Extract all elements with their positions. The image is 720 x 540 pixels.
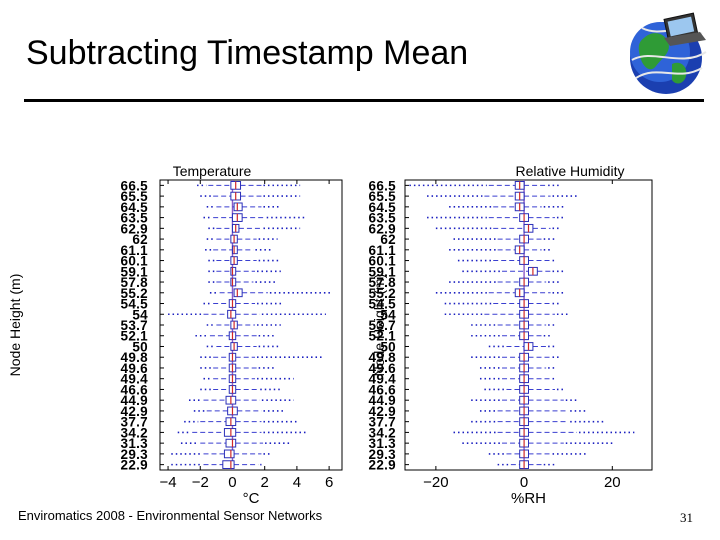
title-divider: [24, 99, 704, 102]
chart-title: Temperature: [173, 163, 252, 179]
y-tick-label: 64.5: [369, 200, 397, 215]
y-tick-label: 42.9: [121, 404, 148, 419]
x-tick-label: −2: [192, 474, 209, 491]
y-tick-label: 61.1: [369, 243, 397, 258]
y-tick-label: 60.1: [121, 254, 149, 269]
y-tick-label: 53.7: [121, 318, 148, 333]
box: [223, 428, 237, 437]
box: [225, 438, 237, 448]
x-axis-label: °C: [243, 490, 260, 507]
y-tick-label: 54: [380, 307, 396, 322]
x-tick-label: 0: [228, 474, 236, 491]
y-tick-label: 44.9: [121, 393, 148, 408]
y-tick-label: 63.5: [369, 211, 397, 226]
y-tick-label: 62: [380, 232, 396, 247]
y-tick-label: 37.7: [121, 415, 148, 430]
x-tick-label: 6: [325, 474, 333, 491]
globe-with-laptop-icon: [630, 12, 707, 94]
y-tick-label: 54: [132, 307, 148, 322]
y-tick-label: 29.3: [369, 447, 397, 462]
y-tick-label: 62.9: [369, 221, 396, 236]
y-tick-label: 66.5: [121, 178, 149, 193]
y-tick-label: 22.9: [121, 458, 148, 473]
y-tick-label: 49.6: [369, 361, 397, 376]
humidity-plot: [404, 179, 653, 471]
y-tick-label: 29.3: [121, 447, 149, 462]
y-tick-label: 49.8: [369, 350, 397, 365]
x-tick-label: −20: [423, 474, 448, 491]
y-tick-label: 52.1: [121, 329, 149, 344]
page-number: 31: [680, 510, 693, 525]
y-tick-label: 37.7: [369, 415, 396, 430]
slide-title: Subtracting Timestamp Mean: [26, 34, 469, 72]
y-axis-label: Node Height (m): [7, 274, 23, 377]
y-tick-label: 57.8: [121, 275, 149, 290]
y-tick-label: 54.5: [369, 297, 397, 312]
y-tick-label: 52.1: [369, 329, 397, 344]
y-tick-label: 31.3: [121, 436, 149, 451]
y-tick-label: 62.9: [121, 221, 148, 236]
box: [230, 266, 237, 276]
y-tick-label: 44.9: [369, 393, 396, 408]
box: [233, 288, 243, 298]
y-axis-label: Node Height (m): [371, 274, 387, 377]
box: [222, 460, 235, 469]
y-tick-label: 54.5: [121, 297, 149, 312]
x-tick-label: −4: [159, 474, 176, 491]
x-tick-label: 0: [520, 474, 528, 491]
y-tick-label: 53.7: [369, 318, 396, 333]
chart-title: Relative Humidity: [516, 163, 625, 179]
y-tick-label: 22.9: [369, 458, 396, 473]
footer-text: Enviromatics 2008 - Environmental Sensor…: [18, 508, 323, 523]
y-tick-label: 50: [380, 339, 396, 354]
y-tick-label: 49.4: [121, 372, 149, 387]
y-tick-label: 65.5: [121, 189, 149, 204]
y-tick-label: 49.8: [121, 350, 149, 365]
y-tick-label: 66.5: [369, 178, 397, 193]
y-tick-label: 42.9: [369, 404, 396, 419]
y-tick-label: 57.8: [369, 275, 397, 290]
x-axis-label: %RH: [511, 490, 546, 507]
y-tick-label: 65.5: [369, 189, 397, 204]
y-tick-label: 34.2: [369, 425, 396, 440]
y-tick-label: 46.6: [369, 382, 397, 397]
box: [223, 449, 235, 459]
y-tick-label: 61.1: [121, 243, 149, 258]
box: [231, 245, 238, 255]
y-tick-label: 34.2: [121, 425, 148, 440]
y-tick-label: 60.1: [369, 254, 397, 269]
y-tick-label: 49.4: [369, 372, 397, 387]
y-tick-label: 62: [132, 232, 148, 247]
y-tick-label: 55.2: [121, 286, 148, 301]
y-tick-label: 59.1: [121, 264, 149, 279]
box: [227, 309, 237, 319]
y-tick-label: 55.2: [369, 286, 396, 301]
y-tick-label: 50: [132, 339, 148, 354]
y-tick-label: 31.3: [369, 436, 397, 451]
y-tick-label: 49.6: [121, 361, 149, 376]
box: [233, 202, 243, 212]
x-tick-label: 4: [293, 474, 301, 491]
x-tick-label: 20: [604, 474, 621, 491]
x-tick-label: 2: [261, 474, 269, 491]
y-tick-label: 59.1: [369, 264, 397, 279]
y-tick-label: 46.6: [121, 382, 149, 397]
box: [230, 277, 237, 287]
y-tick-label: 64.5: [121, 200, 149, 215]
plot-frame: [159, 179, 343, 471]
y-tick-label: 63.5: [121, 211, 149, 226]
temperature-plot: [159, 179, 343, 471]
